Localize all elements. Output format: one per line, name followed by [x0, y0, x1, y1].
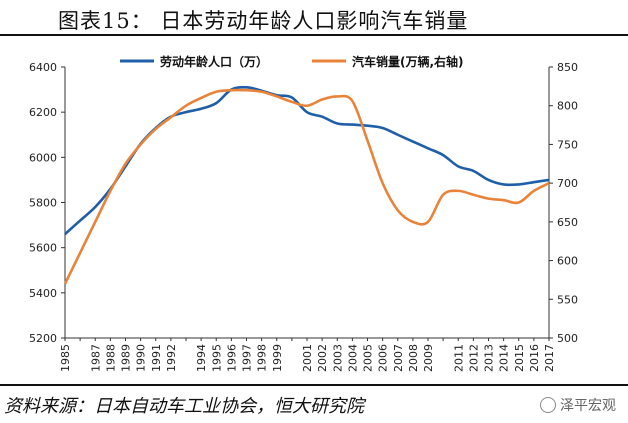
left-tick-label: 6400 [29, 61, 57, 74]
x-tick-label: 2011 [452, 344, 465, 372]
x-tick-label: 2004 [346, 344, 359, 372]
left-tick-label: 5800 [29, 197, 57, 210]
x-tick-label: 1991 [150, 344, 163, 372]
title-underline [0, 34, 628, 36]
x-tick-label: 2007 [392, 344, 405, 372]
x-tick-label: 2009 [422, 344, 435, 372]
x-tick-label: 2003 [331, 344, 344, 372]
x-tick-label: 1990 [135, 344, 148, 372]
right-tick-label: 550 [557, 293, 578, 306]
series-line-sales [63, 88, 550, 285]
x-tick-label: 2006 [377, 344, 390, 372]
x-tick-label: 1987 [89, 344, 102, 372]
left-tick-label: 6000 [29, 151, 57, 164]
x-tick-label: 2013 [483, 344, 496, 372]
left-tick-label: 5600 [29, 242, 57, 255]
x-tick-label: 2002 [316, 344, 329, 372]
right-tick-label: 850 [557, 61, 578, 74]
watermark: 泽平宏观 [540, 395, 616, 415]
x-tick-label: 1989 [120, 344, 133, 372]
right-tick-label: 700 [557, 177, 578, 190]
x-tick-label: 2012 [467, 344, 480, 372]
x-tick-label: 1997 [241, 344, 254, 372]
x-tick-label: 2005 [362, 344, 375, 372]
source-note: 资料来源：日本自动车工业协会，恒大研究院 [4, 396, 364, 417]
x-tick-label: 2008 [407, 344, 420, 372]
right-tick-label: 500 [557, 332, 578, 345]
right-tick-label: 750 [557, 138, 578, 151]
x-tick-label: 1992 [165, 344, 178, 372]
footer-rule [0, 384, 628, 386]
x-tick-label: 1995 [210, 344, 223, 372]
x-tick-label: 2017 [543, 344, 556, 372]
legend-label: 劳动年龄人口（万） [160, 54, 268, 69]
series-line-population [64, 85, 550, 236]
right-tick-label: 800 [557, 100, 578, 113]
left-tick-label: 5200 [29, 332, 57, 345]
legend-label: 汽车销量(万辆,右轴) [352, 54, 464, 69]
right-tick-label: 650 [557, 216, 578, 229]
x-tick-label: 2001 [301, 344, 314, 372]
x-tick-label: 1988 [104, 344, 117, 372]
right-tick-label: 600 [557, 255, 578, 268]
x-tick-label: 1998 [256, 344, 269, 372]
x-tick-label: 1996 [225, 344, 238, 372]
wechat-icon [540, 397, 556, 413]
x-tick-label: 2014 [498, 344, 511, 372]
chart-canvas: 5200 5400 5600 5800 6000 6200 6400 500 550 600 650… [29, 54, 578, 372]
x-tick-label: 1985 [59, 344, 72, 372]
left-tick-label: 5400 [29, 287, 57, 300]
left-tick-label: 6200 [29, 106, 57, 119]
watermark-text: 泽平宏观 [560, 398, 616, 414]
x-tick-label: 1994 [195, 344, 208, 372]
x-tick-label: 2015 [513, 344, 526, 372]
title-row: 图表15： 日本劳动年龄人口影响汽车销量 [0, 0, 628, 33]
chart-title: 图表15： 日本劳动年龄人口影响汽车销量 [58, 9, 469, 33]
x-tick-label: 2016 [528, 344, 541, 372]
x-tick-label: 1999 [271, 344, 284, 372]
